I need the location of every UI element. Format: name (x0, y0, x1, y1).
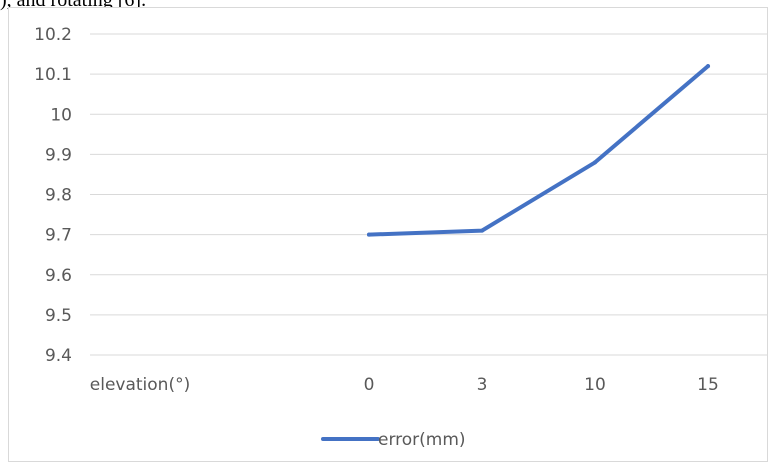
y-tick-label: 9.5 (45, 306, 72, 326)
series-layer (367, 64, 710, 237)
y-tick-label: 9.6 (45, 266, 72, 286)
data-point (480, 228, 484, 233)
y-tick-label: 10.1 (34, 65, 72, 85)
y-tick-label: 9.9 (45, 145, 72, 165)
y-tick-label: 9.8 (45, 186, 72, 206)
x-tick-label: 3 (477, 375, 488, 395)
data-point (593, 160, 597, 165)
y-axis-ticks: 9.4 9.5 9.6 9.7 9.8 9.9 10 10.1 10.2 (34, 25, 72, 366)
x-tick-label: 0 (364, 375, 375, 395)
x-tick-label: 15 (697, 375, 719, 395)
x-tick-label: elevation(°) (90, 375, 190, 395)
x-tick-label: 10 (584, 375, 606, 395)
legend: error(mm) (321, 430, 466, 450)
y-tick-label: 10 (50, 105, 72, 125)
data-point (706, 64, 710, 69)
gridlines (90, 33, 768, 356)
y-tick-label: 9.4 (45, 346, 72, 366)
legend-label: error(mm) (378, 430, 466, 450)
y-tick-label: 9.7 (45, 226, 72, 246)
top-text-fragment: ), and rotating [6]. (0, 0, 147, 11)
series-line-0 (367, 64, 710, 237)
data-point (367, 232, 371, 237)
x-axis-ticks: elevation(°) 0 3 10 15 (90, 375, 719, 395)
y-tick-label: 10.2 (34, 25, 72, 45)
